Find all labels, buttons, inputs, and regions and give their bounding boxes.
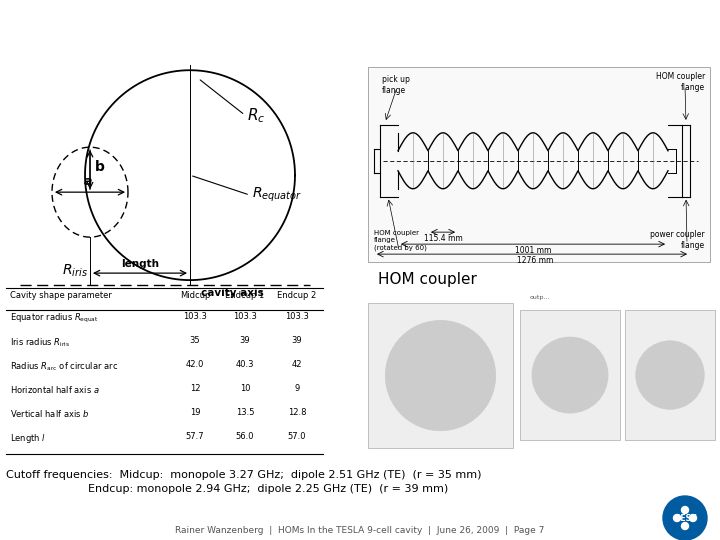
Text: HOM coupler: HOM coupler [378,272,477,287]
Text: Vertical half axis $b$: Vertical half axis $b$ [10,408,89,419]
Text: 1001 mm: 1001 mm [515,246,552,255]
Text: 12.8: 12.8 [288,408,306,417]
Text: Cavity shape: Cavity shape [10,16,152,35]
Text: Cavity shape parameter: Cavity shape parameter [10,291,112,300]
Text: Endcup: monopole 2.94 GHz;  dipole 2.25 GHz (TE)  (r = 39 mm): Endcup: monopole 2.94 GHz; dipole 2.25 G… [88,484,449,494]
Text: 39: 39 [292,336,302,345]
Text: 103.3: 103.3 [233,312,257,321]
Bar [368,303,513,448]
Text: 40.3: 40.3 [235,360,254,369]
Text: Radius $R_{\mathrm{arc}}$ of circular arc: Radius $R_{\mathrm{arc}}$ of circular ar… [10,360,118,373]
Text: 9: 9 [294,384,300,393]
Text: 42.0: 42.0 [186,360,204,369]
Text: 103.3: 103.3 [183,312,207,321]
Circle shape [663,496,707,540]
Text: cavity axis: cavity axis [201,288,264,298]
Text: HOM coupler
flange: HOM coupler flange [656,72,705,92]
Text: $R_c$: $R_c$ [247,106,265,125]
Text: Horizontal half axis $a$: Horizontal half axis $a$ [10,384,100,395]
Text: pick up
flange: pick up flange [382,75,410,94]
Text: $R_{equator}$: $R_{equator}$ [252,186,302,204]
Circle shape [682,523,688,530]
Text: length: length [121,259,159,269]
Circle shape [682,507,688,514]
Text: Endcup 2: Endcup 2 [277,291,317,300]
Bar [520,310,620,440]
Text: Rainer Wanzenberg  |  HOMs In the TESLA 9-cell cavity  |  June 26, 2009  |  Page: Rainer Wanzenberg | HOMs In the TESLA 9-… [175,526,545,535]
Text: 115.4 mm: 115.4 mm [423,234,462,243]
Text: 10: 10 [240,384,251,393]
Circle shape [532,337,608,413]
Circle shape [636,341,704,409]
Text: 13.5: 13.5 [235,408,254,417]
Text: b: b [95,160,105,174]
Text: power coupler
flange: power coupler flange [650,230,705,249]
Text: outp...: outp... [530,295,550,300]
Text: 57.7: 57.7 [186,432,204,441]
Bar [368,67,710,262]
Text: Equator radius $R_{\mathrm{equat}}$: Equator radius $R_{\mathrm{equat}}$ [10,312,99,325]
Text: Cutoff frequencies:  Midcup:  monopole 3.27 GHz;  dipole 2.51 GHz (TE)  (r = 35 : Cutoff frequencies: Midcup: monopole 3.2… [6,470,482,480]
Text: 57.0: 57.0 [288,432,306,441]
Circle shape [673,515,680,522]
Bar [625,310,715,440]
Text: HOM coupler
flange
(rotated by 60): HOM coupler flange (rotated by 60) [374,230,427,251]
Text: 35: 35 [189,336,200,345]
Text: 42: 42 [292,360,302,369]
Text: 12: 12 [190,384,200,393]
Text: 39: 39 [240,336,251,345]
Circle shape [690,515,696,522]
Text: DESY: DESY [674,514,696,523]
Text: 19: 19 [190,408,200,417]
Circle shape [385,321,495,430]
Text: $R_{iris}$: $R_{iris}$ [62,263,88,279]
Text: a: a [84,175,92,188]
Text: 1276 mm: 1276 mm [517,256,553,265]
Text: Midcup: Midcup [180,291,210,300]
Text: Iris radius $R_{\mathrm{iris}}$: Iris radius $R_{\mathrm{iris}}$ [10,336,70,349]
Text: 103.3: 103.3 [285,312,309,321]
Text: Endcup 1: Endcup 1 [225,291,265,300]
Text: Length $l$: Length $l$ [10,432,46,445]
Text: 56.0: 56.0 [235,432,254,441]
